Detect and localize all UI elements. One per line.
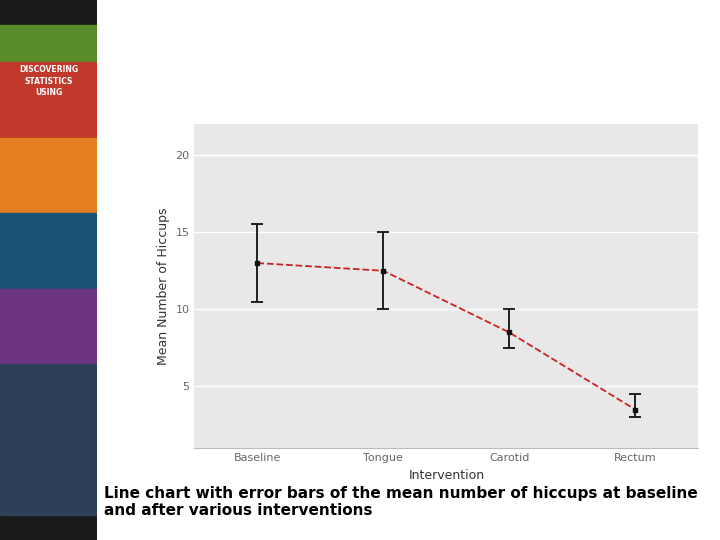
Bar [0, 138, 97, 213]
Bar [0, 289, 97, 365]
Bar [0, 62, 97, 138]
Text: Line chart with error bars of the mean number of hiccups at baseline
and after v: Line chart with error bars of the mean n… [104, 486, 698, 518]
Y-axis label: Mean Number of Hiccups: Mean Number of Hiccups [157, 207, 170, 365]
X-axis label: Intervention: Intervention [408, 469, 485, 482]
Bar [0, 364, 97, 516]
Bar [0, 24, 97, 62]
Text: DISCOVERING
STATISTICS
USING: DISCOVERING STATISTICS USING [19, 65, 78, 97]
Bar [0, 213, 97, 289]
